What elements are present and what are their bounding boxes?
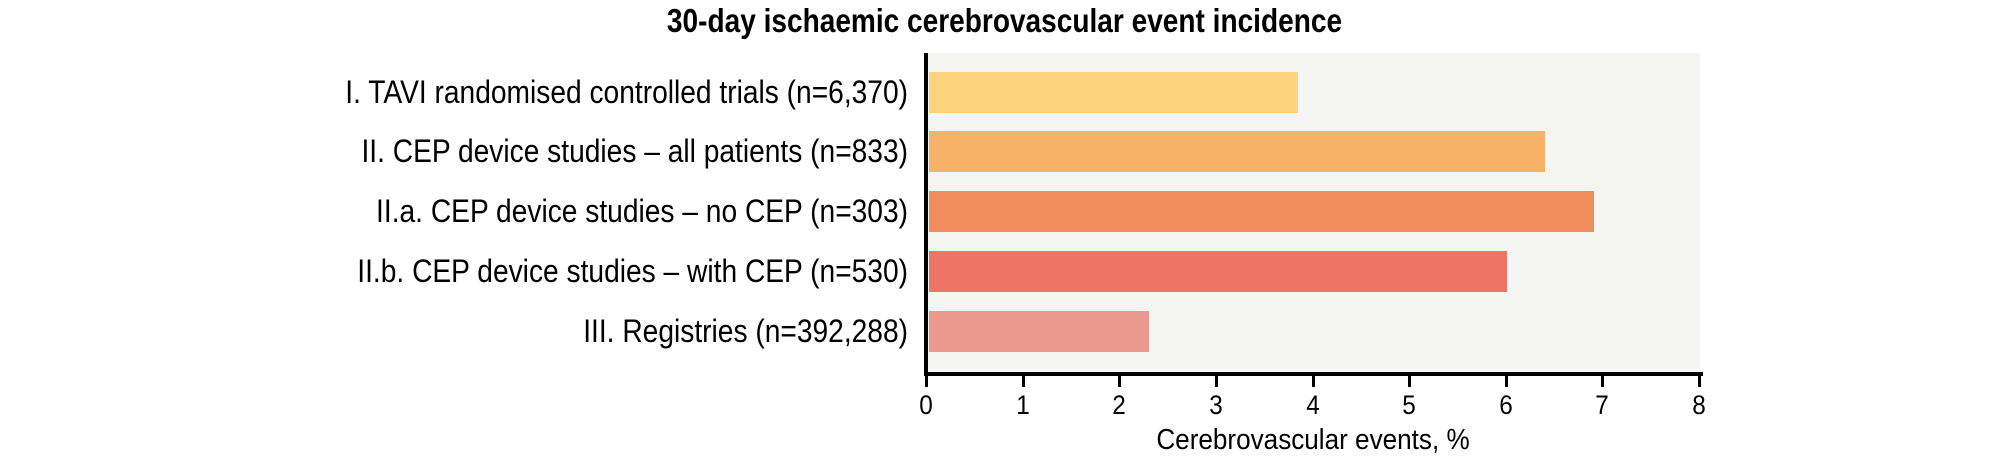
x-tick-label-4: 4: [1306, 390, 1320, 420]
bar-2: [929, 191, 1594, 232]
x-tick-3: [1215, 376, 1218, 387]
category-label-0: I. TAVI randomised controlled trials (n=…: [345, 74, 908, 110]
x-tick-label-5: 5: [1402, 390, 1416, 420]
category-label-2: II.a. CEP device studies – no CEP (n=303…: [376, 193, 908, 229]
category-label-3: II.b. CEP device studies – with CEP (n=5…: [357, 253, 908, 289]
x-tick-label-3: 3: [1209, 390, 1223, 420]
chart-title: 30-day ischaemic cerebrovascular event i…: [666, 2, 1343, 39]
x-tick-1: [1022, 376, 1025, 387]
x-tick-0: [925, 376, 928, 387]
x-tick-label-8: 8: [1692, 390, 1706, 420]
x-tick-5: [1408, 376, 1411, 387]
x-tick-7: [1601, 376, 1604, 387]
x-tick-label-1: 1: [1016, 390, 1030, 420]
y-axis-line: [924, 53, 928, 376]
category-label-1: II. CEP device studies – all patients (n…: [361, 133, 908, 169]
x-tick-2: [1118, 376, 1121, 387]
x-tick-6: [1505, 376, 1508, 387]
x-tick-label-2: 2: [1112, 390, 1126, 420]
x-axis-title: Cerebrovascular events, %: [1156, 424, 1470, 456]
x-tick-4: [1312, 376, 1315, 387]
bar-1: [929, 131, 1545, 172]
x-tick-8: [1698, 376, 1701, 387]
bar-0: [929, 72, 1298, 113]
x-axis-line: [924, 372, 1703, 376]
x-tick-label-7: 7: [1595, 390, 1609, 420]
category-label-4: III. Registries (n=392,288): [583, 313, 908, 349]
bar-3: [929, 251, 1507, 292]
x-tick-label-6: 6: [1499, 390, 1513, 420]
x-tick-label-0: 0: [919, 390, 933, 420]
bar-4: [929, 311, 1149, 352]
